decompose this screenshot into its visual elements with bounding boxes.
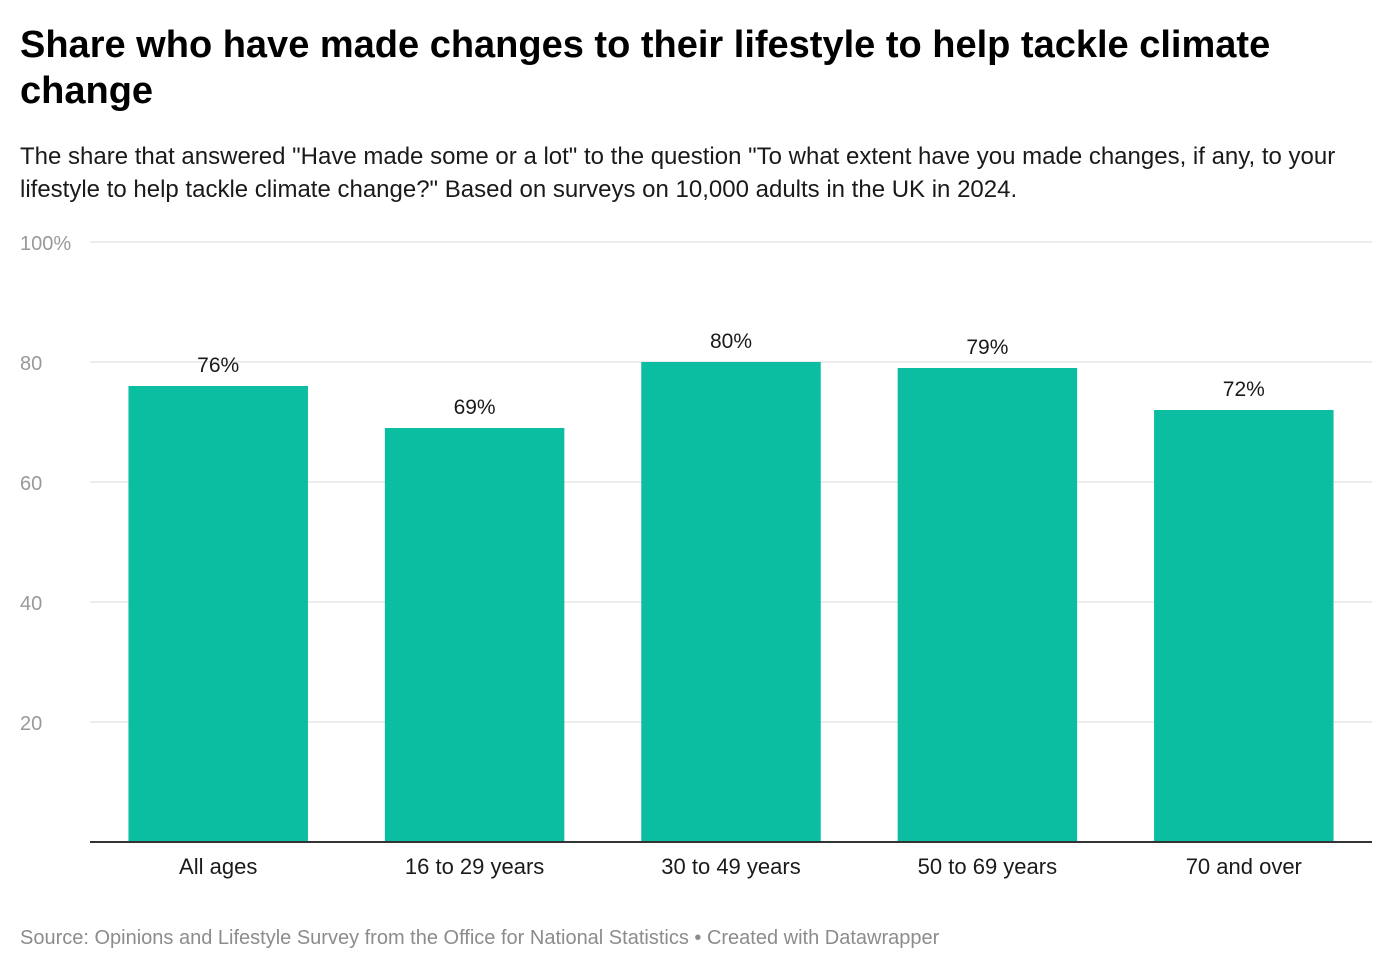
bar-value-label: 80% xyxy=(710,330,752,353)
bar xyxy=(384,428,565,842)
footer: Source: Opinions and Lifestyle Survey fr… xyxy=(20,924,939,952)
bars xyxy=(128,362,1334,842)
value-labels: 76% 69% 80% 79% 72% xyxy=(197,330,1265,419)
bar xyxy=(1154,410,1334,842)
bar xyxy=(641,362,821,842)
y-tick-label: 60 xyxy=(20,473,42,495)
credit-note: Created with Datawrapper xyxy=(706,927,940,949)
x-axis-labels: All ages 16 to 29 years 30 to 49 years 50 t… xyxy=(179,854,1302,879)
bar-value-label: 79% xyxy=(966,336,1008,359)
bar-chart: 20 40 60 80 100% 76% 69% 80% 79% 72% All ages 16 … xyxy=(20,233,1372,879)
x-tick-label: 70 and over xyxy=(1186,854,1302,879)
chart-subtitle: The share that answered "Have made some … xyxy=(20,143,1336,203)
bar-value-label: 69% xyxy=(454,396,496,419)
bar xyxy=(897,368,1078,842)
chart-title: Share who have made changes to their lif… xyxy=(20,24,1271,112)
y-tick-label: 100% xyxy=(20,233,71,255)
bar-value-label: 76% xyxy=(197,354,239,377)
y-tick-label: 80 xyxy=(20,353,42,375)
x-tick-label: 30 to 49 years xyxy=(661,854,800,879)
bar xyxy=(128,386,308,842)
y-tick-label: 40 xyxy=(20,593,42,615)
source-note: Source: Opinions and Lifestyle Survey fr… xyxy=(20,927,689,949)
x-tick-label: 16 to 29 years xyxy=(405,854,544,879)
bar-value-label: 72% xyxy=(1223,378,1265,401)
x-tick-label: 50 to 69 years xyxy=(918,854,1057,879)
y-tick-label: 20 xyxy=(20,713,42,735)
footer-separator: • xyxy=(688,927,707,949)
x-tick-label: All ages xyxy=(179,854,257,879)
